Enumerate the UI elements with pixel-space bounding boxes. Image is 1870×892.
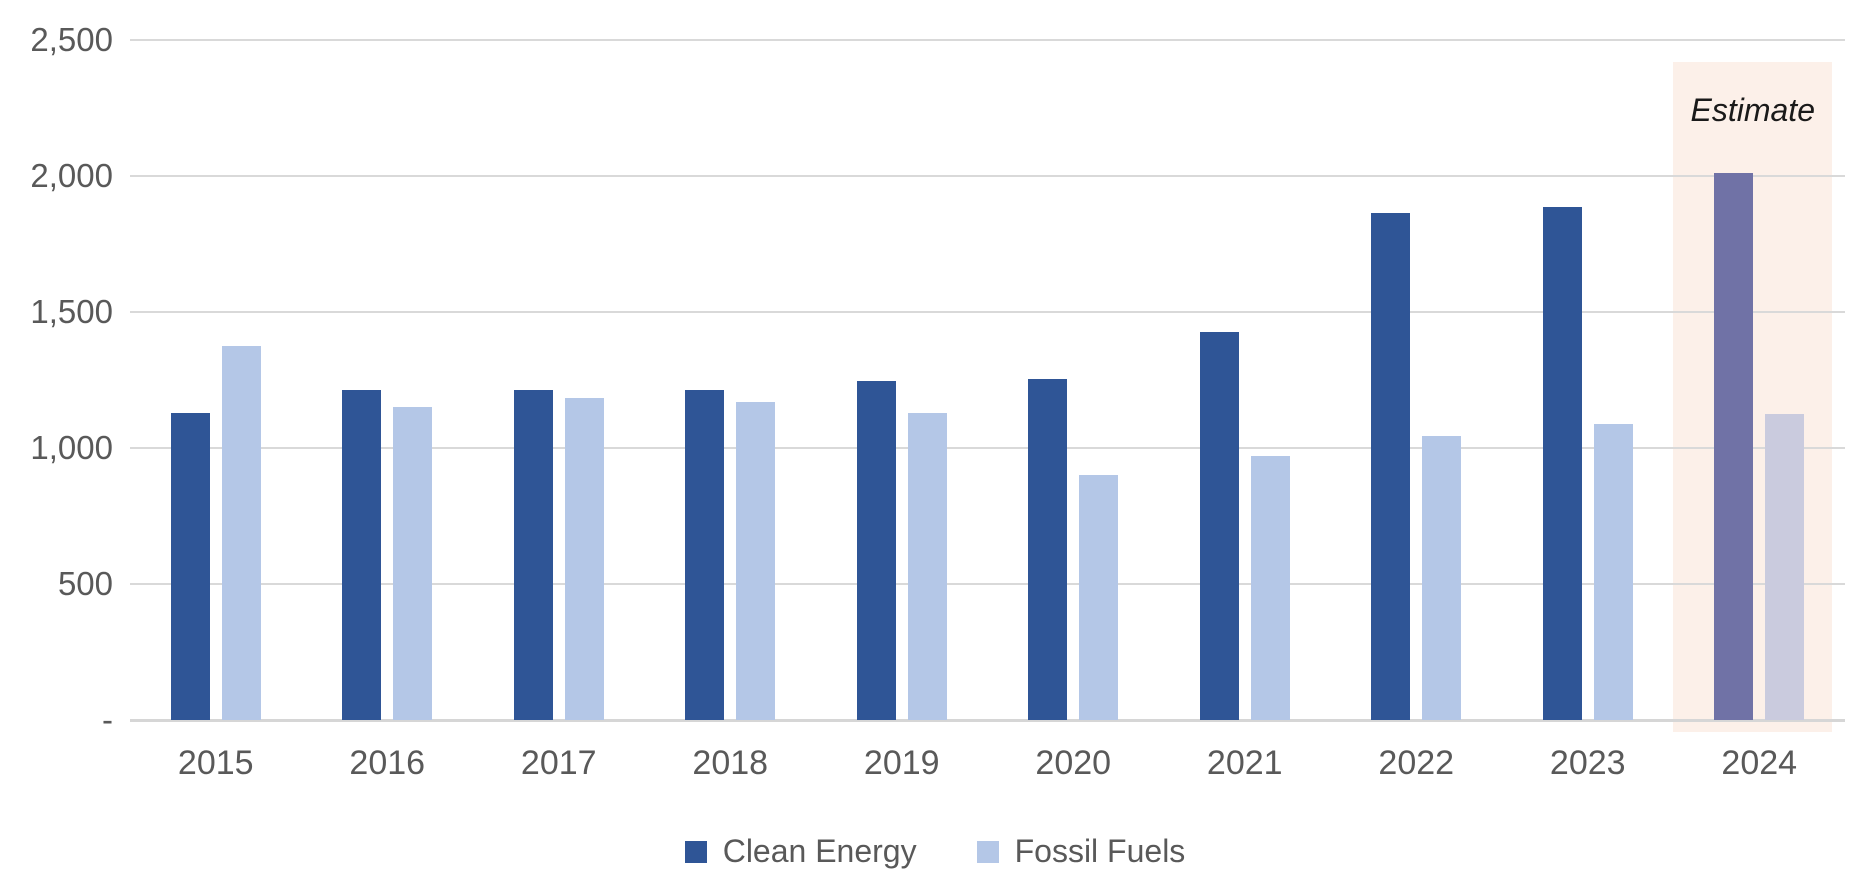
y-axis-tick-label: 500	[57, 565, 113, 602]
bar-fossil-fuels-2017	[564, 398, 604, 720]
gridline-2500	[130, 39, 1845, 41]
y-axis-tick-label: 1,000	[30, 429, 113, 466]
y-axis-tick-label: 1,500	[30, 293, 113, 330]
x-axis-line	[130, 719, 1845, 722]
bar-clean-energy-2020	[1028, 379, 1068, 720]
x-axis-label-2023: 2023	[1549, 744, 1626, 782]
chart-legend: Clean Energy Fossil Fuels	[0, 833, 1870, 870]
bar-clean-energy-2023	[1542, 207, 1582, 720]
bar-fossil-fuels-2020	[1079, 475, 1119, 720]
x-axis-label-2024: 2024	[1721, 744, 1798, 782]
y-axis-tick-label: 2,500	[30, 21, 113, 58]
gridline-1500	[130, 311, 1845, 313]
bar-fossil-fuels-2021	[1250, 456, 1290, 720]
x-axis-label-2018: 2018	[692, 744, 769, 782]
bar-clean-energy-2018	[685, 390, 725, 720]
bar-fossil-fuels-2015	[221, 346, 261, 720]
bar-clean-energy-2015	[170, 413, 210, 720]
legend-entry-fossil-fuels: Fossil Fuels	[976, 833, 1186, 870]
x-axis-label-2016: 2016	[349, 744, 426, 782]
bar-fossil-fuels-2016	[393, 407, 433, 720]
bar-clean-energy-2017	[513, 390, 553, 720]
x-axis-label-2015: 2015	[177, 744, 254, 782]
x-axis-label-2022: 2022	[1378, 744, 1455, 782]
legend-label: Fossil Fuels	[1014, 833, 1186, 869]
legend-entry-clean-energy: Clean Energy	[684, 833, 917, 870]
y-axis-tick-label: 2,000	[30, 157, 113, 194]
bar-clean-energy-2016	[342, 390, 382, 720]
x-axis-label-2021: 2021	[1206, 744, 1283, 782]
bar-clean-energy-2022	[1371, 213, 1411, 720]
gridline-2000	[130, 175, 1845, 177]
legend-swatch-icon	[684, 840, 707, 863]
bar-clean-energy-2019	[856, 381, 896, 720]
x-axis-label-2019: 2019	[863, 744, 940, 782]
bar-clean-energy-2021	[1199, 332, 1239, 720]
y-axis-tick-label: -	[102, 701, 113, 738]
bar-fossil-fuels-2022	[1422, 436, 1462, 720]
bar-fossil-fuels-2024	[1765, 414, 1805, 720]
bar-fossil-fuels-2019	[907, 413, 947, 720]
x-axis-label-2017: 2017	[520, 744, 597, 782]
bar-fossil-fuels-2023	[1593, 424, 1633, 720]
gridline-500	[130, 583, 1845, 585]
bar-fossil-fuels-2018	[736, 402, 776, 720]
legend-swatch-icon	[976, 840, 999, 863]
x-axis-label-2020: 2020	[1035, 744, 1112, 782]
gridline-1000	[130, 447, 1845, 449]
legend-label: Clean Energy	[722, 833, 917, 869]
bar-clean-energy-2024	[1714, 173, 1754, 720]
estimate-label: Estimate	[1690, 92, 1815, 128]
